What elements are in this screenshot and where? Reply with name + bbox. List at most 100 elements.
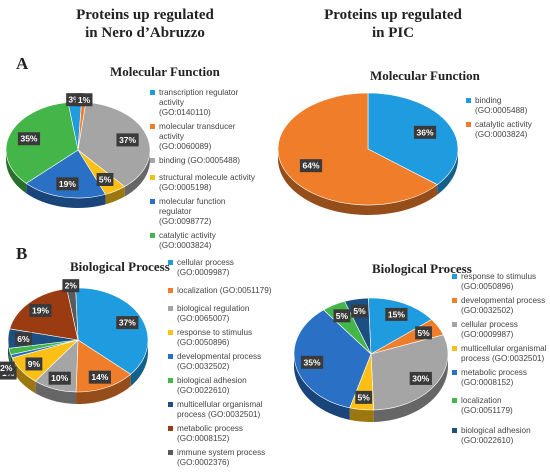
legend-swatch [150, 90, 155, 95]
legend-swatch [168, 288, 173, 293]
legend-swatch [466, 98, 471, 103]
pie-4-data-label-2: 5% [417, 328, 430, 338]
pie-1-data-label-2: 1% [78, 95, 91, 105]
pie-4-label-box-7 [351, 304, 368, 318]
legend-label: multicellular organismal [461, 344, 547, 353]
chart-title-3: Biological Process [70, 259, 170, 274]
pie-1-side-4 [105, 186, 125, 205]
pie-4-data-label-5: 35% [304, 357, 321, 367]
right-column-title: Proteins up regulated in PIC [318, 6, 468, 42]
legend-label: localization (GO:0051179) [177, 286, 272, 295]
legend-label: metabolic process [177, 424, 243, 433]
left-column-title-line2: in Nero d’Abruzzo [85, 25, 205, 41]
legend-label: (GO:0060089) [159, 142, 212, 151]
chart-title-2: Molecular Function [370, 68, 480, 83]
legend-label: (GO:0005198) [159, 183, 212, 192]
legend-item: transcription regulator activity (GO:0140… [150, 88, 260, 118]
pie-1-label-box-2 [75, 93, 93, 107]
legend-label: process (GO:0032501) [177, 410, 261, 419]
legend-label: immune system process [177, 448, 266, 457]
pie-3-label-box-8 [29, 304, 52, 318]
pie-3-data-label-1: 37% [119, 318, 136, 328]
pie-4-label-box-3 [409, 371, 432, 385]
legend-item: developmental process (GO:0032502) [452, 296, 548, 316]
legend-molecular-function-pic: binding (GO:0005488) catalytic activity (GO… [466, 96, 546, 144]
legend-swatch [168, 426, 173, 431]
pie-1-slice-5 [25, 149, 106, 199]
legend-label: binding [475, 96, 502, 105]
legend-label: cellular process [461, 320, 518, 329]
legend-biological-process-nero: cellular process (GO:0009987) localizatio… [168, 258, 278, 472]
pie-4-label-box-5 [300, 355, 324, 369]
legend-label: cellular process (GO:0009987) [177, 258, 234, 277]
pie-4-slice-3 [370, 334, 449, 411]
pie-3-label-box-2 [88, 370, 111, 384]
legend-item: response to stimulus (GO:0050896) [168, 328, 278, 348]
legend-item: binding (GO:0005488) [466, 96, 546, 116]
legend-item: molecular function regulator (GO:0098772) [150, 197, 260, 227]
pie-1-data-label-3: 37% [119, 135, 136, 145]
legend-label: (GO:0008152) [461, 378, 514, 387]
legend-label: (GO:0032502) [461, 306, 514, 315]
legend-swatch [150, 158, 155, 163]
pie-1-data-label-6: 35% [20, 134, 37, 144]
legend-item: multicellular organismal process (GO:0032… [452, 344, 548, 364]
legend-label: (GO:0050896) [461, 282, 514, 291]
pie-1-data-label-4: 5% [99, 174, 112, 184]
pie-2-side-1 [437, 149, 458, 195]
pie-4-slice-5 [293, 309, 372, 409]
pie-1-data-label-1: 3% [68, 95, 81, 105]
pie-4-label-box-1 [385, 307, 408, 321]
legend-item: immune system process (GO:0002376) [168, 448, 278, 468]
legend-item: localization (GO:0051179) [452, 396, 548, 416]
legend-label: (GO:0005488) [475, 106, 528, 115]
legend-label: localization (GO:0051179) [461, 396, 513, 415]
right-column-title-line1: Proteins up regulated [324, 7, 462, 23]
legend-swatch [168, 378, 173, 383]
legend-label: (GO:0009987) [461, 330, 514, 339]
legend-item: catalytic activity (GO:0003824) [150, 231, 260, 251]
pie-chart-4: 15% 5% 30% 5% 35% 5% 5% [293, 297, 449, 422]
legend-label: structural molecule activity [159, 173, 256, 182]
legend-swatch [452, 274, 457, 279]
pie-4-slice-1 [367, 297, 433, 355]
pie-4-data-label-3: 30% [412, 373, 429, 383]
pie-1-label-box-5 [56, 177, 79, 191]
panel-letter-b: B [16, 244, 28, 263]
pie-2-side-2 [278, 150, 438, 215]
legend-label: (GO:0065007) [177, 314, 230, 323]
pie-1-data-label-5: 19% [59, 179, 76, 189]
legend-label: developmental process [461, 296, 546, 305]
pie-1-slice-3 [77, 101, 151, 187]
legend-label: (GO:0002376) [177, 458, 230, 467]
legend-item: biological adhesion (GO:0022610) [168, 376, 278, 396]
pie-3-data-label-4: 9% [28, 359, 41, 369]
legend-biological-process-pic: response to stimulus (GO:0050896) developm… [452, 272, 548, 450]
pie-1-side-5 [26, 183, 106, 208]
legend-item: cellular process (GO:0009987) [168, 258, 278, 278]
legend-label: catalytic activity (GO:0003824) [159, 231, 216, 250]
legend-item: structural molecule activity (GO:0005198) [150, 173, 260, 193]
legend-label: (GO:0022610) [461, 436, 514, 445]
panel-letter-a: A [16, 54, 29, 73]
legend-label: (GO:0050896) [177, 338, 230, 347]
left-column-title: Proteins up regulated in Nero d’Abruzzo [60, 6, 230, 42]
legend-item: localization (GO:0051179) [168, 286, 278, 296]
pie-chart-1: 3%1% 37% 5% 19% 35% [5, 93, 151, 208]
pie-3-data-label-6: 2% [0, 363, 13, 373]
legend-molecular-function-nero: transcription regulator activity (GO:0140… [150, 88, 260, 255]
legend-label: response to stimulus [177, 328, 253, 337]
pie-4-side-3 [373, 354, 448, 422]
legend-item: molecular transducer activity (GO:0060089… [150, 122, 260, 152]
pie-3-side-1 [130, 341, 148, 387]
pie-4-label-box-6 [333, 309, 351, 323]
legend-item: response to stimulus (GO:0050896) [452, 272, 548, 292]
legend-label: response to stimulus [461, 272, 537, 281]
legend-swatch [150, 199, 155, 204]
legend-label: metabolic process [461, 368, 527, 377]
legend-label: (GO:0003824) [475, 130, 528, 139]
legend-label: molecular transducer activity [159, 122, 236, 141]
legend-label: molecular function regulator [159, 197, 226, 216]
pie-2-slice-2 [277, 92, 438, 206]
legend-swatch [452, 322, 457, 327]
